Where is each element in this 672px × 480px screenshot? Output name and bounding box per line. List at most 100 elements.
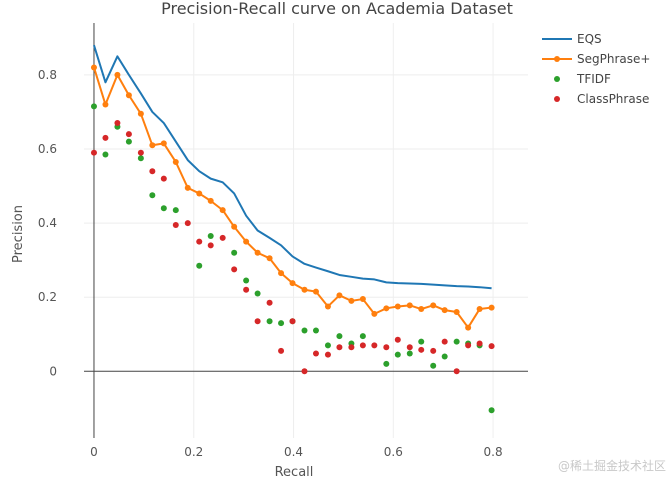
series-tfidf [90,103,495,414]
legend-item-eqs[interactable]: EQS [542,32,602,46]
data-point-classphrase [476,340,483,347]
data-point-segphrase [114,71,121,78]
data-point-segphrase [336,292,343,299]
legend-label: EQS [577,32,602,46]
data-point-segphrase [184,184,191,191]
data-point-classphrase [278,347,285,354]
data-point-classphrase [453,368,460,375]
x-tick-label: 0.6 [384,445,403,459]
data-point-classphrase [102,134,109,141]
data-point-tfidf [207,233,214,240]
data-point-segphrase [359,296,366,303]
chart-title: Precision-Recall curve on Academia Datas… [161,0,513,18]
data-point-segphrase [90,64,97,71]
data-point-classphrase [371,342,378,349]
data-point-segphrase [488,304,495,311]
data-point-classphrase [231,266,238,273]
legend-item-tfidf[interactable]: TFIDF [554,72,611,86]
data-point-tfidf [137,155,144,162]
data-point-segphrase [137,110,144,117]
data-point-tfidf [406,350,413,357]
data-point-tfidf [383,360,390,367]
data-point-segphrase [348,297,355,304]
data-point-classphrase [125,131,132,138]
data-point-tfidf [394,351,401,358]
data-point-segphrase [406,302,413,309]
legend-item-segphrase[interactable]: SegPhrase+ [542,52,650,66]
data-point-tfidf [453,338,460,345]
data-point-classphrase [254,318,261,325]
data-point-segphrase [243,238,250,245]
data-point-tfidf [254,290,261,297]
data-point-classphrase [149,168,156,175]
data-point-tfidf [149,192,156,199]
data-point-classphrase [196,238,203,245]
x-axis-title: Recall [275,465,314,480]
data-point-tfidf [90,103,97,110]
y-tick-label: 0 [49,364,57,378]
data-point-tfidf [102,151,109,158]
data-point-classphrase [488,343,495,350]
legend-swatch-marker [554,76,560,82]
data-point-segphrase [394,303,401,310]
legend-swatch-marker [554,96,560,102]
data-point-segphrase [453,309,460,316]
data-point-classphrase [348,344,355,351]
series-segphrase [90,64,495,331]
data-point-tfidf [301,327,308,334]
data-point-classphrase [184,220,191,227]
x-tick-label: 0 [90,445,98,459]
x-tick-label: 0.8 [484,445,503,459]
data-point-tfidf [488,407,495,414]
data-point-classphrase [172,221,179,228]
data-point-segphrase [371,310,378,317]
data-point-segphrase [266,255,273,262]
data-point-classphrase [160,175,167,182]
data-point-segphrase [324,303,331,310]
series-line-eqs [93,44,492,290]
legend-label: ClassPhrase [577,92,649,106]
data-point-tfidf [125,138,132,145]
grid [84,23,528,438]
data-point-tfidf [441,353,448,360]
y-tick-label: 0.6 [38,142,57,156]
data-point-segphrase [125,92,132,99]
legend[interactable]: EQS SegPhrase+ TFIDF ClassPhrase [542,32,650,106]
data-point-classphrase [430,347,437,354]
x-tick-label: 0.4 [284,445,303,459]
data-point-tfidf [172,207,179,214]
x-tick-label: 0.2 [184,445,203,459]
data-point-tfidf [231,249,238,256]
data-point-segphrase [289,280,296,287]
data-point-tfidf [243,277,250,284]
data-point-segphrase [207,197,214,204]
data-point-tfidf [336,333,343,340]
data-point-tfidf [312,327,319,334]
data-point-segphrase [219,207,226,214]
data-point-segphrase [149,142,156,149]
data-point-classphrase [324,351,331,358]
data-point-segphrase [278,270,285,277]
data-point-segphrase [465,324,472,331]
data-point-classphrase [394,336,401,343]
data-point-tfidf [266,318,273,325]
y-tick-label: 0.4 [38,216,57,230]
y-tick-label: 0.2 [38,290,57,304]
data-point-segphrase [254,249,261,256]
data-point-classphrase [207,242,214,249]
legend-item-classphrase[interactable]: ClassPhrase [554,92,649,106]
data-point-classphrase [289,318,296,325]
tick-layer: 0 0.2 0.4 0.6 0.8 0 0.2 0.4 0.6 0.8 [38,68,503,459]
data-point-segphrase [301,286,308,293]
watermark: @稀土掘金技术社区 [557,459,666,473]
data-point-tfidf [196,262,203,269]
data-point-segphrase [476,306,483,313]
data-point-segphrase [102,101,109,108]
data-point-tfidf [160,205,167,212]
data-point-classphrase [359,342,366,349]
data-point-classphrase [301,368,308,375]
data-point-segphrase [312,288,319,295]
data-point-classphrase [243,286,250,293]
y-tick-label: 0.8 [38,68,57,82]
